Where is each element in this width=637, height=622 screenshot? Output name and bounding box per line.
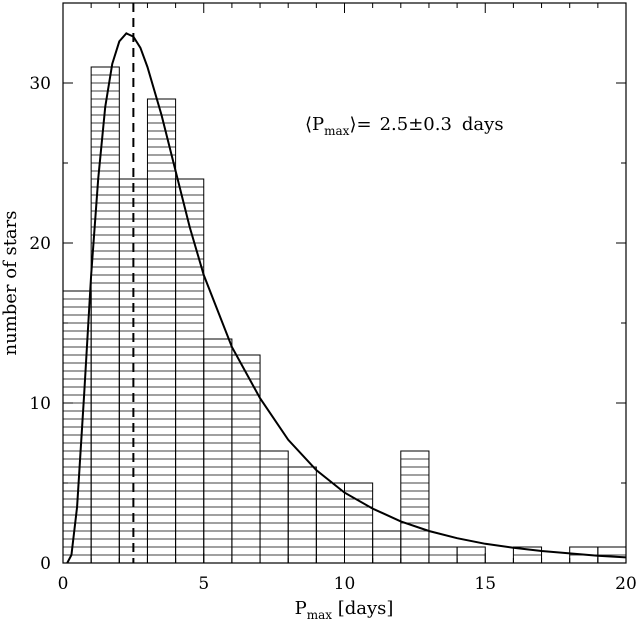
x-axis-title-main: P — [295, 598, 307, 619]
histogram-bar — [90, 66, 120, 563]
histogram-bar — [259, 450, 289, 563]
x-tick-label: 5 — [198, 574, 209, 594]
axis-ticks — [62, 2, 627, 564]
x-tick-labels: 0 5 10 15 20 — [58, 574, 637, 594]
annotation-subscript: max — [324, 124, 350, 138]
annotation-value: 2.5±0.3 — [380, 114, 452, 135]
y-tick-label: 30 — [29, 74, 51, 94]
histogram-bar — [400, 450, 430, 563]
mean-period-annotation: ⟨Pmax⟩= 2.5±0.3 days — [305, 114, 504, 138]
x-tick-label: 20 — [615, 574, 637, 594]
fit-curve — [66, 32, 627, 564]
histogram-bar — [146, 98, 177, 563]
histogram-bar — [203, 338, 233, 563]
histogram-bars — [63, 66, 626, 563]
histogram-bar — [372, 530, 402, 563]
x-axis-title-subscript: max — [307, 608, 333, 622]
histogram-bar — [597, 546, 626, 563]
y-tick-label: 0 — [40, 554, 51, 574]
bar-outline — [400, 450, 430, 563]
histogram-bar — [287, 466, 317, 563]
y-axis-title: number of stars — [0, 210, 21, 355]
histogram-bar — [512, 546, 543, 563]
histogram-bar — [231, 354, 261, 563]
x-tick-label: 0 — [58, 574, 69, 594]
x-tick-label: 10 — [334, 574, 356, 594]
annotation-open: ⟨P — [305, 114, 324, 135]
histogram-bar — [175, 178, 205, 563]
y-tick-labels: 0 10 20 30 — [29, 74, 51, 574]
x-tick-label: 15 — [474, 574, 496, 594]
annotation-close: ⟩= — [349, 114, 371, 135]
x-axis-title: Pmax [days] — [295, 598, 394, 622]
y-tick-label: 20 — [29, 234, 51, 254]
x-axis-title-suffix: [days] — [332, 598, 393, 619]
bar-outline — [512, 546, 543, 563]
histogram-bar — [456, 546, 486, 563]
fit-curve-layer — [66, 32, 627, 564]
histogram-bar — [315, 482, 346, 563]
y-tick-label: 10 — [29, 394, 51, 414]
histogram-bar — [344, 482, 374, 563]
bar-outline — [344, 482, 374, 563]
histogram-bar — [428, 546, 458, 563]
annotation-unit: days — [462, 114, 504, 135]
